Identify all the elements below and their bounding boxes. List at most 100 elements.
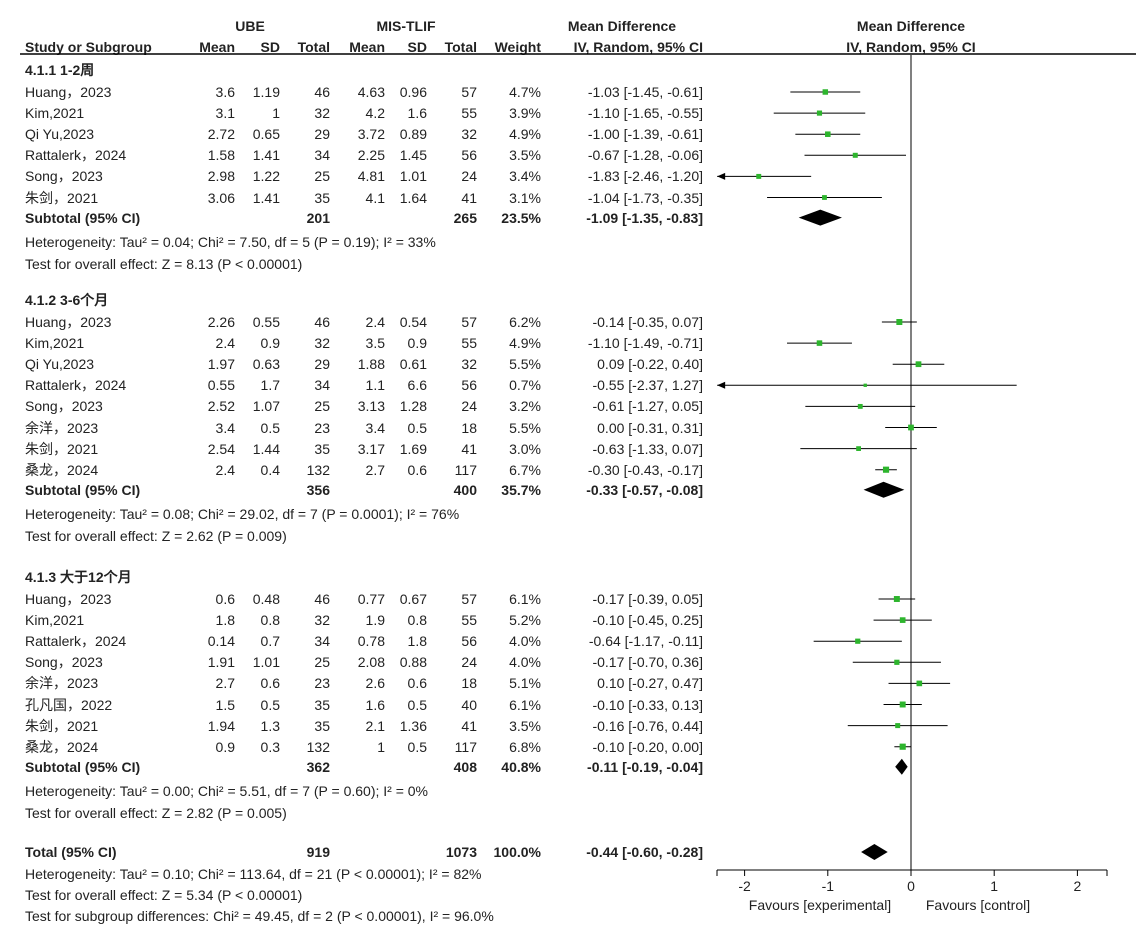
overall-effect-text: Test for overall effect: Z = 2.82 (P = 0… bbox=[25, 804, 287, 821]
study-n2: 55 bbox=[461, 612, 477, 629]
study-n1: 34 bbox=[314, 633, 330, 650]
header-sd-ube: SD bbox=[260, 39, 280, 55]
subgroup-title: 4.1.3 大于12个月 bbox=[25, 569, 132, 585]
effect-square bbox=[855, 638, 861, 644]
study-m1: 3.1 bbox=[215, 105, 235, 122]
effect-square bbox=[899, 743, 906, 750]
subtotal-n1: 356 bbox=[306, 481, 330, 498]
study-m1: 2.4 bbox=[215, 335, 235, 352]
study-sd2: 0.6 bbox=[407, 461, 427, 478]
header-sd-mis: SD bbox=[407, 39, 427, 55]
study-weight: 4.0% bbox=[509, 633, 541, 650]
study-sd2: 0.54 bbox=[399, 314, 427, 330]
study-sd1: 0.48 bbox=[252, 591, 280, 607]
study-weight: 5.2% bbox=[509, 612, 541, 629]
study-sd2: 0.5 bbox=[407, 696, 427, 713]
study-n2: 55 bbox=[461, 335, 477, 352]
effect-square bbox=[756, 173, 762, 179]
study-ci: -1.10 [-1.49, -0.71] bbox=[587, 335, 703, 352]
study-name: 孔凡国，2022 bbox=[25, 696, 113, 713]
study-sd1: 1.41 bbox=[252, 147, 280, 164]
study-sd1: 1.19 bbox=[252, 84, 280, 100]
study-n2: 55 bbox=[461, 105, 477, 122]
effect-square bbox=[894, 659, 900, 665]
study-weight: 4.9% bbox=[509, 335, 541, 352]
study-weight: 6.8% bbox=[509, 738, 541, 755]
study-m2: 2.6 bbox=[365, 675, 385, 692]
study-ci: -1.10 [-1.65, -0.55] bbox=[587, 105, 703, 122]
arrow-left-icon bbox=[717, 381, 726, 389]
study-weight: 4.0% bbox=[509, 654, 541, 671]
study-n2: 117 bbox=[454, 738, 477, 755]
study-n2: 117 bbox=[454, 461, 477, 478]
study-m2: 3.72 bbox=[357, 126, 385, 143]
x-tick-label: -2 bbox=[738, 878, 751, 894]
study-sd1: 0.5 bbox=[260, 696, 280, 713]
study-name: Huang，2023 bbox=[25, 84, 112, 100]
study-n2: 18 bbox=[461, 675, 477, 692]
study-ci: -0.17 [-0.39, 0.05] bbox=[592, 591, 703, 607]
study-m2: 2.4 bbox=[365, 314, 385, 330]
study-sd1: 0.55 bbox=[252, 314, 280, 330]
study-n1: 32 bbox=[314, 105, 330, 122]
study-ci: -0.63 [-1.33, 0.07] bbox=[592, 440, 703, 457]
total-weight: 100.0% bbox=[493, 844, 541, 860]
subtotal-n2: 265 bbox=[453, 209, 477, 226]
header-total-mis: Total bbox=[444, 39, 477, 55]
subgroup-differences: Test for subgroup differences: Chi² = 49… bbox=[25, 908, 494, 924]
x-tick-label: 2 bbox=[1073, 878, 1082, 894]
effect-square bbox=[908, 424, 914, 431]
total-label: Total (95% CI) bbox=[25, 844, 117, 860]
study-name: 朱剑，2021 bbox=[25, 717, 99, 734]
study-ci: -0.14 [-0.35, 0.07] bbox=[592, 314, 703, 330]
study-m2: 1.88 bbox=[357, 356, 385, 373]
study-ci: -1.04 [-1.73, -0.35] bbox=[587, 189, 703, 206]
study-m1: 1.97 bbox=[207, 356, 235, 373]
study-weight: 6.1% bbox=[509, 696, 541, 713]
study-weight: 0.7% bbox=[509, 377, 541, 394]
effect-square bbox=[825, 131, 831, 137]
study-sd2: 0.8 bbox=[407, 612, 427, 629]
study-n1: 132 bbox=[306, 461, 330, 478]
study-sd2: 1.8 bbox=[407, 633, 427, 650]
subtotal-ci: -0.33 [-0.57, -0.08] bbox=[586, 481, 703, 498]
study-n2: 56 bbox=[461, 147, 477, 164]
subtotal-label: Subtotal (95% CI) bbox=[25, 481, 141, 498]
subtotal-diamond bbox=[895, 758, 908, 775]
heterogeneity-text: Heterogeneity: Tau² = 0.08; Chi² = 29.02… bbox=[25, 505, 460, 522]
study-n2: 32 bbox=[461, 356, 477, 373]
study-sd2: 1.69 bbox=[399, 440, 427, 457]
study-sd2: 1.36 bbox=[399, 717, 427, 734]
heterogeneity-text: Heterogeneity: Tau² = 0.04; Chi² = 7.50,… bbox=[25, 233, 436, 250]
study-weight: 3.4% bbox=[509, 168, 541, 185]
header-ube: UBE bbox=[235, 18, 265, 34]
subtotal-diamond bbox=[863, 481, 905, 498]
favours-left-label: Favours [experimental] bbox=[748, 897, 892, 913]
study-sd1: 1.07 bbox=[252, 398, 280, 415]
subtotal-n1: 362 bbox=[306, 758, 330, 775]
effect-square bbox=[899, 701, 906, 708]
study-name: Song，2023 bbox=[25, 654, 103, 671]
study-m2: 2.08 bbox=[357, 654, 385, 671]
effect-square bbox=[882, 466, 890, 473]
study-n1: 46 bbox=[314, 314, 330, 330]
study-sd1: 0.3 bbox=[260, 738, 280, 755]
study-m2: 0.77 bbox=[357, 591, 385, 607]
total-ci: -0.44 [-0.60, -0.28] bbox=[586, 844, 703, 860]
study-n2: 41 bbox=[461, 717, 477, 734]
study-weight: 4.9% bbox=[509, 126, 541, 143]
study-name: 桑龙，2024 bbox=[25, 738, 99, 755]
study-sd2: 0.9 bbox=[407, 335, 427, 352]
study-n2: 56 bbox=[461, 377, 477, 394]
study-n1: 34 bbox=[314, 147, 330, 164]
study-weight: 3.1% bbox=[509, 189, 541, 206]
study-sd1: 0.63 bbox=[252, 356, 280, 373]
study-n2: 41 bbox=[461, 440, 477, 457]
study-n1: 35 bbox=[314, 440, 330, 457]
study-n1: 23 bbox=[314, 419, 330, 436]
study-name: Rattalerk，2024 bbox=[25, 377, 127, 394]
study-m2: 1.6 bbox=[365, 696, 385, 713]
study-sd2: 0.61 bbox=[399, 356, 427, 373]
subtotal-n2: 400 bbox=[453, 481, 477, 498]
study-sd1: 0.5 bbox=[260, 419, 280, 436]
